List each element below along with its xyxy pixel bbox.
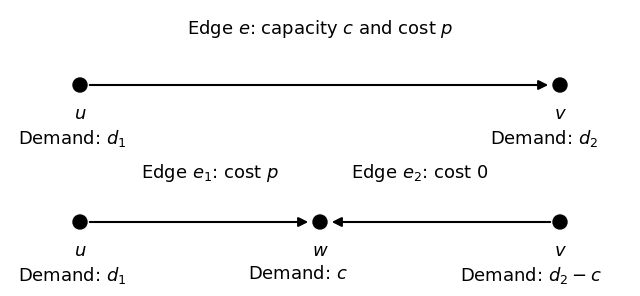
Text: $v$: $v$ xyxy=(554,105,566,123)
Circle shape xyxy=(553,215,567,229)
Circle shape xyxy=(73,78,87,92)
Circle shape xyxy=(553,78,567,92)
Circle shape xyxy=(313,215,327,229)
Text: Demand: $d_2$: Demand: $d_2$ xyxy=(490,128,598,149)
Text: Edge $e_2$: cost 0: Edge $e_2$: cost 0 xyxy=(351,162,489,184)
Text: Demand: $c$: Demand: $c$ xyxy=(248,265,348,283)
Text: Demand: $d_2 - c$: Demand: $d_2 - c$ xyxy=(460,265,602,286)
Text: Demand: $d_1$: Demand: $d_1$ xyxy=(18,128,127,149)
Text: Demand: $d_1$: Demand: $d_1$ xyxy=(18,265,127,286)
Circle shape xyxy=(73,215,87,229)
Text: $v$: $v$ xyxy=(554,242,566,260)
Text: $u$: $u$ xyxy=(74,105,86,123)
Text: $w$: $w$ xyxy=(312,242,328,260)
Text: Edge $e_1$: cost $p$: Edge $e_1$: cost $p$ xyxy=(141,162,279,184)
Text: $u$: $u$ xyxy=(74,242,86,260)
Text: Edge $e$: capacity $c$ and cost $p$: Edge $e$: capacity $c$ and cost $p$ xyxy=(187,18,453,40)
